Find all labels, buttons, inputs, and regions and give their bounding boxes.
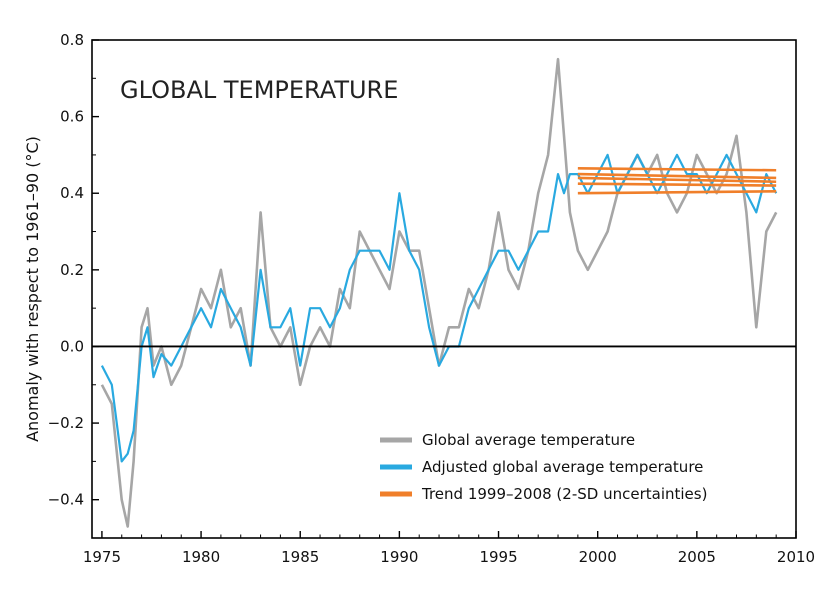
y-tick-label: 0.8	[60, 31, 84, 49]
x-tick-label-2005: 2005	[678, 548, 716, 566]
y-tick-label: 0.0	[60, 337, 84, 355]
x-tick-label-1995: 1995	[479, 548, 517, 566]
trend-layer	[577, 167, 777, 195]
x-axis: 1975 1980 1985 1990 1995 2000 2005 2010	[83, 531, 815, 566]
series-line-global	[100, 57, 778, 528]
trend-central-line	[577, 176, 777, 184]
chart-title: GLOBAL TEMPERATURE	[120, 76, 398, 104]
x-tick-label-1980: 1980	[182, 548, 220, 566]
y-axis: −0.4 −0.2 0.0 0.2 0.4 0.6 0.8	[48, 31, 99, 509]
trend-upper-inner-line	[577, 172, 777, 180]
trend-lower-line	[577, 190, 777, 195]
legend-label-trend: Trend 1999–2008 (2-SD uncertainties)	[421, 485, 707, 503]
x-tick-label-1990: 1990	[380, 548, 418, 566]
plot-frame	[91, 39, 797, 539]
y-tick-label: 0.4	[60, 184, 84, 202]
x-tick-label-1975: 1975	[83, 548, 121, 566]
y-axis-label: Anomaly with respect to 1961–90 (°C)	[23, 136, 42, 442]
legend-label-global: Global average temperature	[422, 431, 635, 449]
y-tick-label: 0.2	[60, 261, 84, 279]
legend-label-adjusted: Adjusted global average temperature	[422, 458, 703, 476]
legend: Global average temperature Adjusted glob…	[380, 431, 707, 503]
trend-upper-line	[577, 167, 777, 172]
y-tick-label: −0.4	[48, 491, 84, 509]
x-tick-label-1985: 1985	[281, 548, 319, 566]
y-tick-label: 0.6	[60, 108, 84, 126]
y-tick-label: −0.2	[48, 414, 84, 432]
x-tick-label-2010: 2010	[777, 548, 815, 566]
x-tick-label-2000: 2000	[579, 548, 617, 566]
trend-lower-inner-line	[577, 182, 777, 187]
